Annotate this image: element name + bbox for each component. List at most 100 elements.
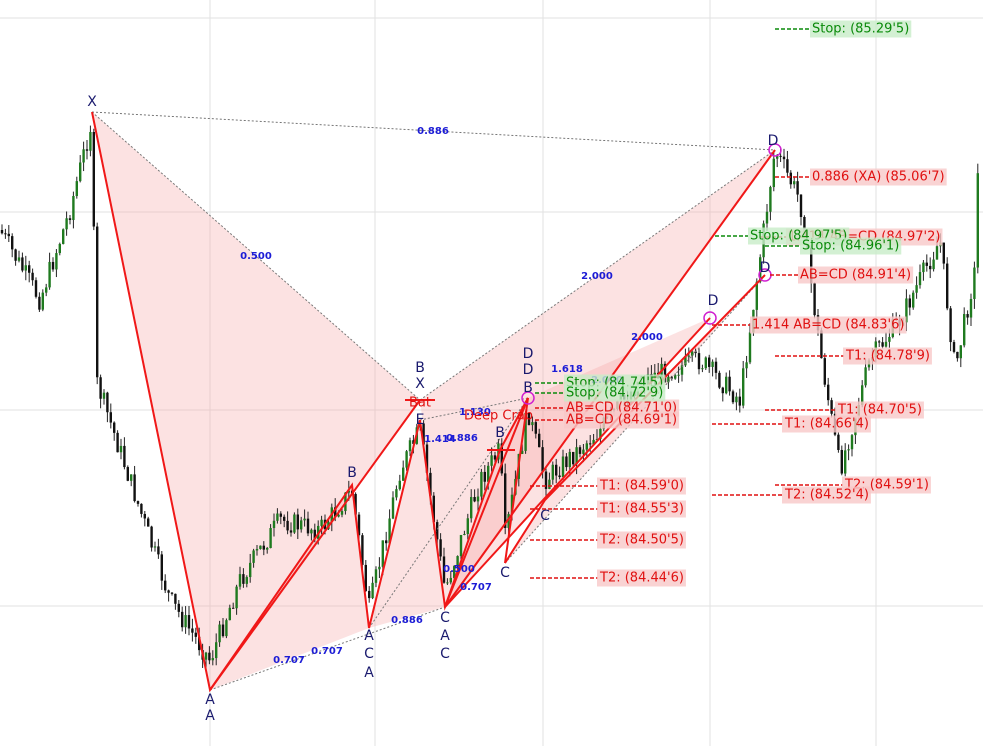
candle	[827, 384, 830, 401]
candle	[252, 550, 255, 563]
candle	[714, 361, 718, 373]
candle	[456, 556, 459, 567]
candle	[0, 230, 4, 234]
candle	[191, 628, 194, 633]
point-label: A	[364, 628, 374, 644]
candle	[929, 265, 932, 270]
candle	[691, 351, 694, 356]
label-bg	[835, 401, 924, 419]
candle	[765, 211, 769, 224]
candle	[677, 374, 680, 376]
candle	[51, 261, 55, 270]
candle	[483, 471, 486, 482]
candle	[14, 249, 17, 261]
candle	[905, 298, 908, 323]
point-label: X	[415, 376, 425, 392]
candle	[878, 341, 881, 343]
candle	[279, 513, 282, 517]
candle	[748, 332, 752, 363]
candle	[861, 385, 864, 406]
candle	[357, 514, 361, 536]
candle	[300, 520, 303, 530]
candle	[38, 296, 41, 310]
candle	[150, 526, 153, 548]
candle	[34, 280, 38, 297]
ratio-label: 0.500	[443, 564, 475, 575]
candle	[721, 387, 724, 394]
candle	[106, 392, 109, 413]
candle	[293, 514, 296, 533]
candle	[830, 400, 833, 414]
candle	[24, 265, 27, 271]
candle	[568, 451, 571, 468]
candle	[745, 362, 748, 369]
candle	[500, 443, 503, 474]
candle	[725, 376, 728, 394]
candle	[667, 376, 670, 383]
candle	[432, 495, 435, 523]
candle	[286, 520, 289, 531]
candle	[99, 377, 102, 399]
candle	[561, 456, 565, 478]
candle	[476, 496, 480, 502]
candle	[408, 440, 412, 452]
point-label: C	[540, 508, 550, 524]
ratio-label: 0.707	[460, 582, 492, 593]
candle	[779, 155, 782, 157]
point-label: A	[364, 665, 374, 681]
candle	[589, 443, 592, 445]
candle	[113, 422, 116, 433]
candle	[68, 218, 72, 221]
candle	[810, 247, 813, 284]
candle	[65, 218, 68, 230]
label-bg	[800, 237, 902, 255]
level-label: T1: (84.59'0)	[599, 479, 684, 494]
candle	[704, 357, 707, 369]
candle	[385, 540, 388, 544]
candle	[966, 314, 969, 318]
candle	[932, 259, 935, 270]
level-label: 0.886 (XA) (85.06'7)	[812, 170, 945, 185]
candle	[544, 471, 548, 489]
candle	[289, 530, 293, 533]
candle	[245, 577, 248, 584]
candle	[109, 412, 112, 423]
candle	[303, 518, 306, 521]
candle	[4, 233, 7, 235]
level-label: 1.414 AB=CD (84.83'6)	[752, 318, 904, 333]
candle	[225, 620, 228, 637]
candle	[368, 590, 371, 599]
candle	[334, 507, 337, 517]
label-bg	[810, 168, 947, 186]
candle	[963, 314, 966, 346]
ratio-label: 1.130	[459, 407, 491, 418]
candle	[232, 607, 235, 609]
candle	[521, 450, 524, 454]
candle	[595, 439, 599, 441]
candle	[62, 229, 65, 244]
point-label: A	[440, 628, 450, 644]
level-label: T2: (84.52'4)	[784, 488, 869, 503]
candle	[490, 455, 493, 466]
candle	[337, 514, 340, 517]
candle	[912, 292, 915, 308]
candle	[102, 392, 106, 399]
candle	[837, 434, 840, 450]
candle	[786, 159, 789, 173]
point-label: B	[523, 380, 533, 396]
candle	[708, 357, 711, 367]
candle	[844, 450, 847, 474]
candle	[952, 342, 956, 352]
candle	[524, 412, 527, 451]
candle	[96, 226, 99, 378]
label-bg	[597, 500, 686, 518]
candle	[925, 262, 928, 266]
candle	[504, 473, 507, 528]
candle	[58, 243, 61, 254]
candle	[789, 172, 792, 185]
candle	[578, 447, 582, 454]
candle	[888, 336, 891, 342]
stop-label: Stop: (84.72'9)	[566, 386, 663, 401]
candle	[72, 195, 75, 221]
point-label: A	[205, 708, 215, 724]
